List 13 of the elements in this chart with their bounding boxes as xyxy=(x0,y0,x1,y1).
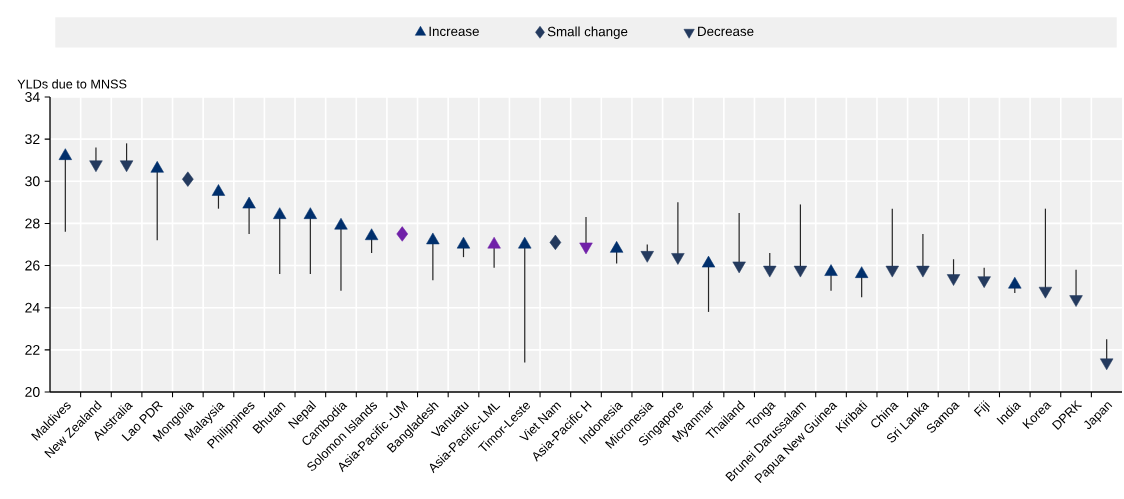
legend-label: Decrease xyxy=(698,26,754,37)
y-tick-label: 34 xyxy=(25,92,40,102)
y-tick-label: 20 xyxy=(25,387,40,397)
y-axis-title: YLDs due to MNSS xyxy=(17,79,127,89)
y-tick-label: 32 xyxy=(25,134,40,145)
y-tick-label: 26 xyxy=(25,260,40,271)
y-tick-label: 30 xyxy=(25,176,40,187)
legend-label: Increase xyxy=(429,26,479,37)
legend-label: Small change xyxy=(547,26,628,39)
y-tick-label: 24 xyxy=(25,302,40,313)
y-tick-label: 28 xyxy=(25,218,40,229)
x-tick-label: Fiji xyxy=(973,400,991,417)
y-tick-label: 22 xyxy=(25,344,40,355)
